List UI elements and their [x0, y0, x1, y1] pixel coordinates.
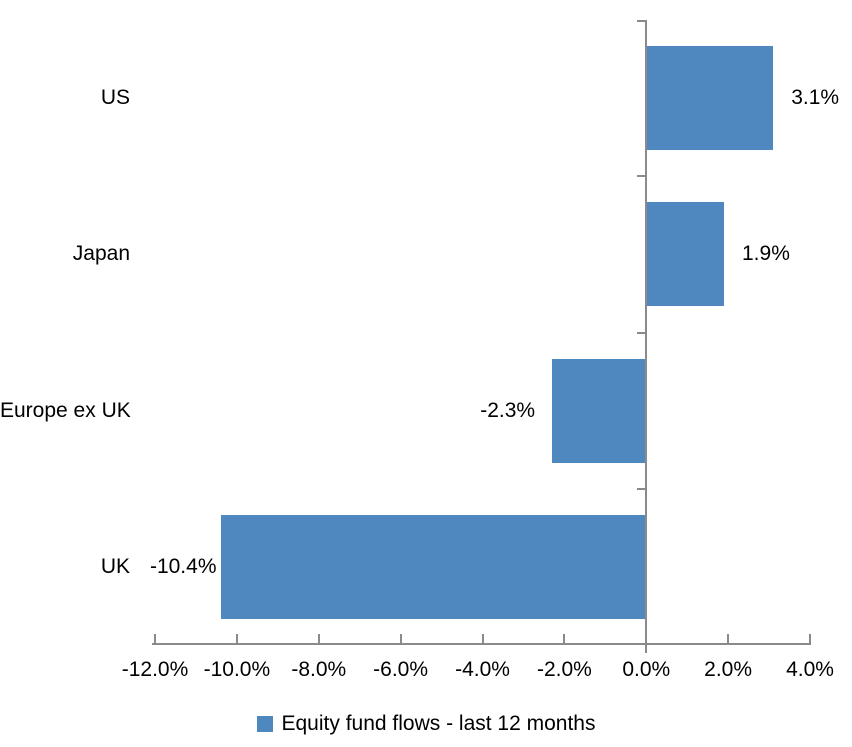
x-axis-tick — [809, 634, 811, 643]
zero-axis-line — [645, 20, 648, 653]
y-axis-tick — [637, 175, 646, 178]
y-axis-tick — [637, 331, 646, 334]
plot-area: 3.1% 1.9% -2.3% -10.4% — [150, 20, 839, 653]
x-axis-tick — [563, 634, 566, 643]
y-axis-tick — [637, 20, 646, 22]
x-axis-tick — [235, 634, 238, 643]
x-tick-label: -2.0% — [536, 658, 592, 681]
x-axis-tick — [481, 634, 484, 643]
x-axis-tick — [154, 634, 156, 643]
category-label: US — [100, 86, 130, 110]
bar-europe-ex-uk — [552, 358, 647, 463]
bar-value-label: -10.4% — [149, 554, 217, 578]
bar-value-label: -2.3% — [480, 398, 536, 422]
category-label: UK — [100, 554, 130, 578]
x-axis-line — [152, 643, 811, 645]
x-tick-label: -6.0% — [373, 658, 429, 681]
legend-swatch-icon — [256, 716, 273, 732]
x-tick-label: 2.0% — [704, 658, 753, 681]
x-axis-tick — [727, 634, 730, 643]
category-label: Japan — [72, 242, 130, 266]
x-tick-label: 4.0% — [786, 658, 834, 681]
x-axis-tick — [399, 634, 402, 643]
bar-uk — [220, 514, 647, 619]
y-axis-tick — [637, 487, 646, 490]
x-tick-label: -8.0% — [291, 658, 347, 681]
x-tick-label: -4.0% — [455, 658, 510, 681]
bar-japan — [646, 202, 725, 307]
legend: Equity fund flows - last 12 months — [0, 710, 852, 738]
x-tick-label: 0.0% — [622, 658, 671, 681]
bar-value-label: 3.1% — [791, 86, 840, 110]
x-tick-label: -10.0% — [203, 658, 271, 681]
bar-value-label: 1.9% — [742, 242, 790, 266]
legend-label: Equity fund flows - last 12 months — [281, 712, 596, 735]
x-axis-tick — [317, 634, 320, 643]
category-label: Europe ex UK — [0, 398, 131, 422]
bar-us — [646, 46, 774, 151]
x-tick-label: -12.0% — [121, 658, 189, 681]
